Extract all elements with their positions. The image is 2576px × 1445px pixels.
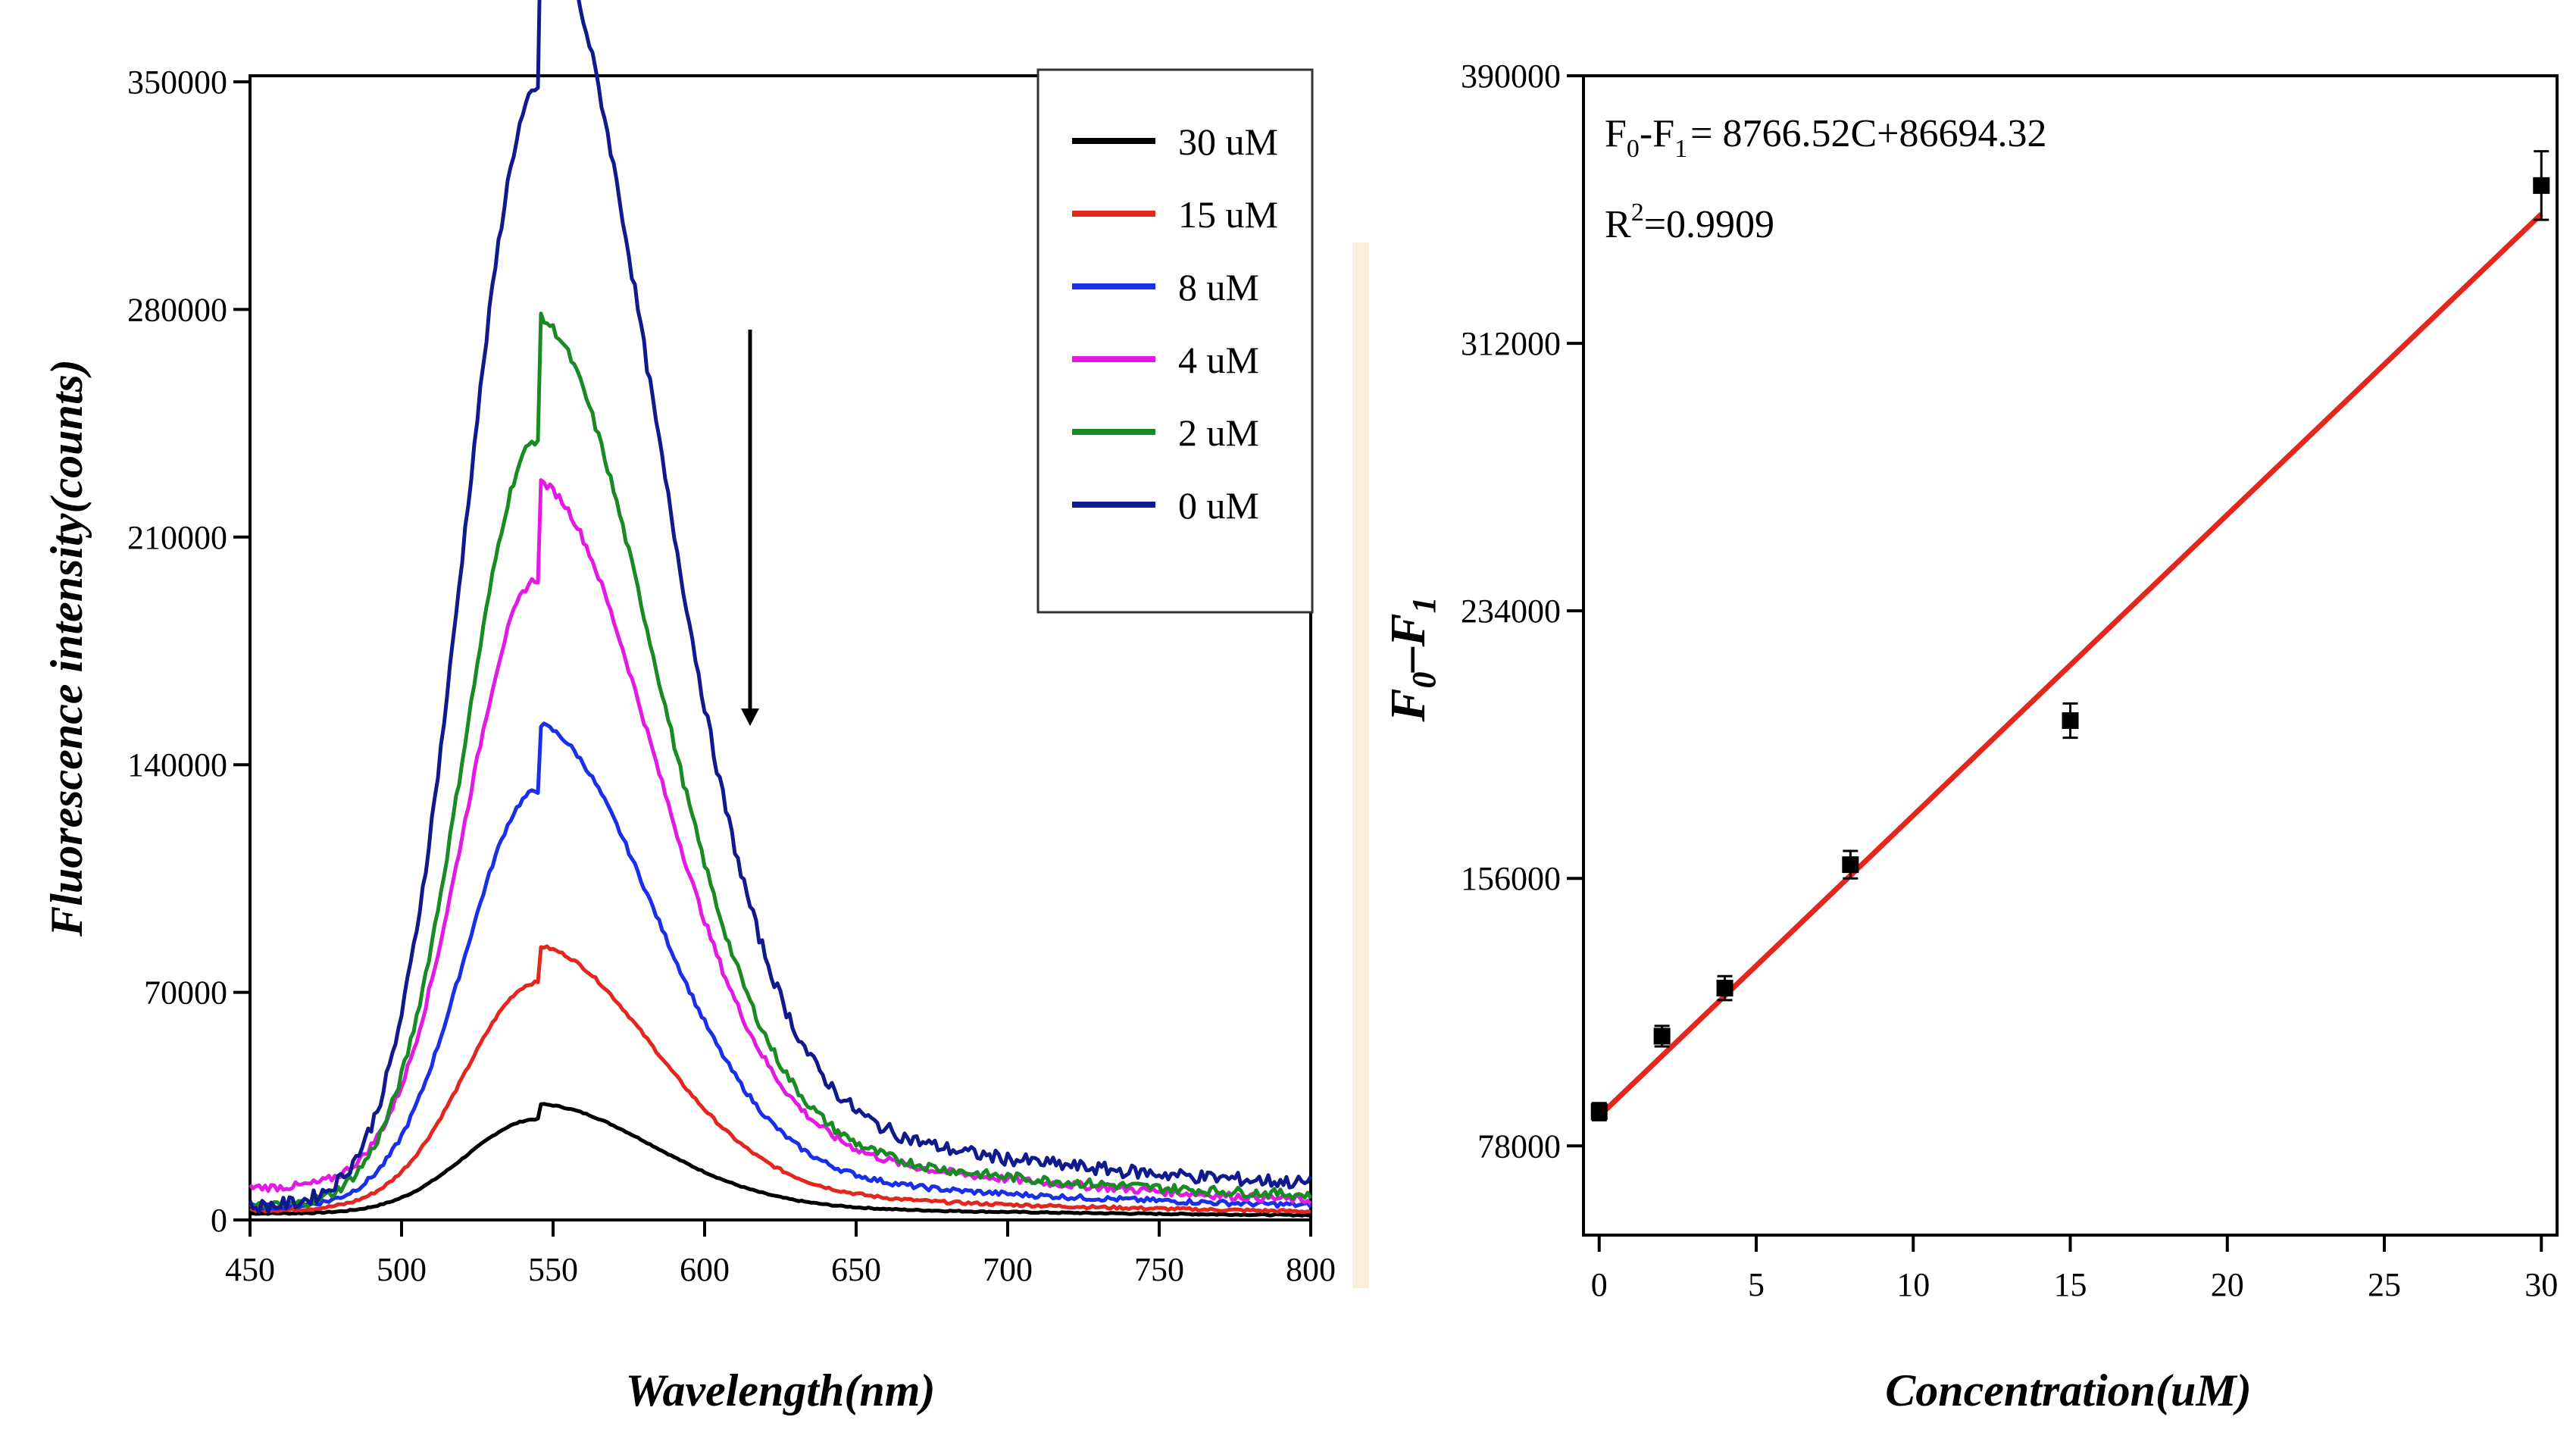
- calibration-chart: 0 5 10 15 20 25 30 78000 156000 234000 312000 39000…: [1380, 58, 2559, 1415]
- spectra-legend: 30 uM 15 uM 8 uM 4 uM 2 uM 0 uM: [1036, 68, 1314, 614]
- legend-label: 15 uM: [1178, 193, 1278, 236]
- calibration-axes: 0 5 10 15 20 25 30 78000 156000 234000 312000 39000…: [1461, 58, 2558, 1303]
- calibration-point: [2533, 150, 2550, 221]
- linear-fit-line: [1597, 211, 2543, 1118]
- calibration-point: [2062, 702, 2079, 740]
- data-point-marker: [2062, 712, 2079, 730]
- calibration-x-tick-label: 15: [2054, 1266, 2087, 1303]
- spectra-x-tick-label: 800: [1286, 1251, 1336, 1288]
- spectrum-line-30-um: [249, 1102, 1311, 1218]
- calibration-x-tick-label: 5: [1748, 1266, 1765, 1303]
- spectra-y-tick-label: 70000: [144, 974, 227, 1012]
- calibration-x-tick-label: 10: [1896, 1266, 1930, 1303]
- data-point-marker: [1716, 980, 1733, 997]
- spectra-y-tick-label: 0: [211, 1202, 227, 1239]
- spectra-x-tick-label: 650: [831, 1251, 881, 1288]
- legend-label: 8 uM: [1178, 266, 1259, 308]
- spectra-x-tick-label: 450: [225, 1251, 275, 1288]
- calibration-point: [1653, 1024, 1671, 1048]
- calibration-y-tick-label: 390000: [1461, 58, 1561, 95]
- legend-label: 2 uM: [1178, 411, 1259, 454]
- calibration-point: [1716, 974, 1733, 1002]
- spectra-x-tick-label: 500: [377, 1251, 427, 1288]
- fit-equation: F0-F1= 8766.52C+86694.32: [1605, 112, 2047, 163]
- svg-text:F0–F1: F0–F1: [1380, 596, 1443, 722]
- spectrum-line-4-um: [249, 478, 1312, 1206]
- calibration-x-tick-label: 0: [1591, 1266, 1608, 1303]
- spectra-chart: 450 500 550 600 650 700 750 800 0 70000 140000 2100…: [42, 0, 1336, 1415]
- data-point-marker: [2533, 177, 2550, 194]
- calibration-point: [1590, 1102, 1608, 1121]
- spectra-x-tick-label: 750: [1134, 1251, 1184, 1288]
- calibration-y-tick-label: 156000: [1461, 860, 1561, 897]
- spectra-x-tick-label: 700: [983, 1251, 1033, 1288]
- calibration-x-tick-label: 30: [2524, 1266, 2558, 1303]
- calibration-point: [1842, 849, 1859, 880]
- spectrum-line-0-um: [248, 0, 1313, 1215]
- calibration-y-axis-title: F0–F1: [1380, 596, 1443, 722]
- calibration-x-tick-label: 20: [2211, 1266, 2244, 1303]
- fit-r-squared: R2=0.9909: [1605, 199, 1774, 246]
- decrease-arrow-icon: [741, 330, 759, 726]
- calibration-x-tick-label: 25: [2368, 1266, 2401, 1303]
- spectrum-line-15-um: [249, 944, 1311, 1215]
- spectrum-line-8-um: [249, 721, 1313, 1212]
- data-point-marker: [1842, 856, 1859, 874]
- spectra-axes: 450 500 550 600 650 700 750 800 0 70000 140000 2100…: [127, 64, 1336, 1288]
- spectra-y-tick-label: 140000: [127, 746, 227, 783]
- spectra-x-tick-label: 550: [528, 1251, 578, 1288]
- spectra-x-axis-title: Wavelength(nm): [626, 1365, 936, 1415]
- calibration-fit: [1597, 211, 2543, 1118]
- spectra-y-tick-label: 210000: [127, 519, 227, 556]
- spectrum-line-2-um: [249, 311, 1313, 1212]
- data-point-marker: [1590, 1103, 1608, 1121]
- spectra-series: [248, 0, 1313, 1218]
- calibration-points: [1590, 150, 2550, 1121]
- spectra-x-tick-label: 600: [680, 1251, 730, 1288]
- legend-label: 4 uM: [1178, 339, 1259, 381]
- calibration-y-tick-label: 78000: [1477, 1128, 1561, 1165]
- data-point-marker: [1653, 1027, 1671, 1045]
- spectra-y-axis-title: Fluorescence intensity(counts): [42, 359, 92, 937]
- spectra-plot-frame: [249, 74, 1312, 1221]
- legend-box: [1036, 68, 1314, 614]
- calibration-y-tick-label: 312000: [1461, 325, 1561, 362]
- calibration-x-axis-title: Concentration(uM): [1885, 1365, 2251, 1415]
- panel-separator: [1352, 242, 1369, 1288]
- calibration-y-tick-label: 234000: [1461, 593, 1561, 630]
- legend-label: 0 uM: [1178, 484, 1259, 527]
- spectra-y-tick-label: 350000: [127, 64, 227, 101]
- spectra-y-tick-label: 280000: [127, 291, 227, 328]
- legend-label: 30 uM: [1178, 120, 1278, 163]
